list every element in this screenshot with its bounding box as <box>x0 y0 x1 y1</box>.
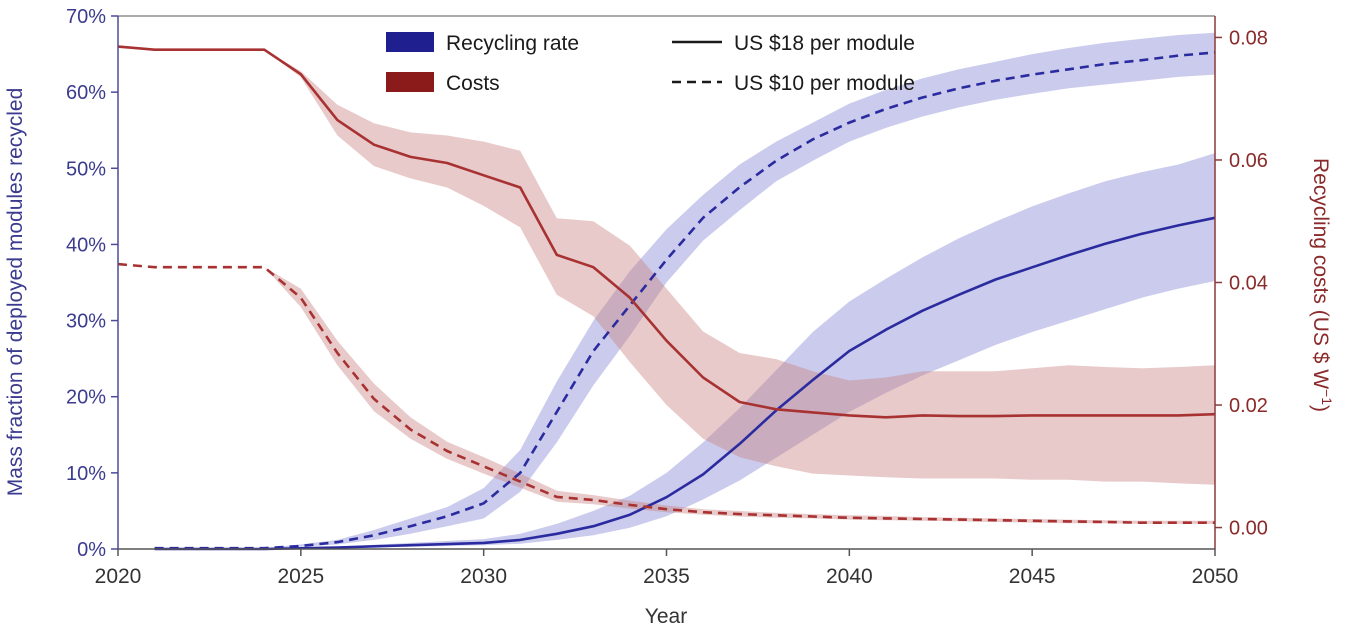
x-tick-label: 2045 <box>1009 565 1056 588</box>
y-left-tick-label: 70% <box>66 6 106 28</box>
legend-label-us10: US $10 per module <box>734 72 915 95</box>
series-lines <box>117 45 1216 551</box>
line-costs-us18 <box>117 45 1216 419</box>
x-ticks: 2020 2025 2030 2035 2040 2045 2050 <box>95 549 1239 588</box>
y-right-tick-label: 0.08 <box>1229 27 1268 49</box>
axes: 2020 2025 2030 2035 2040 2045 2050 0% 10% 20% 30%… <box>66 6 1268 588</box>
y-left-tick-label: 60% <box>66 82 106 104</box>
y-right-tick-label: 0.06 <box>1229 150 1268 172</box>
y-left-tick-label: 40% <box>66 234 106 256</box>
x-axis-title: Year <box>645 605 687 628</box>
line-recycling-rate-us10 <box>154 51 1216 550</box>
y-left-tick-label: 20% <box>66 387 106 409</box>
y-left-ticks: 0% 10% 20% 30% 40% 50% 60% 70% <box>66 6 118 561</box>
legend-label-costs: Costs <box>446 72 500 95</box>
y-right-title-close: ) <box>1309 405 1332 412</box>
legend-swatch-costs <box>386 72 434 92</box>
y-right-tick-label: 0.04 <box>1229 273 1268 295</box>
legend-label-us18: US $18 per module <box>734 32 915 55</box>
y-right-title-main: Recycling costs (US $ W <box>1309 158 1332 389</box>
legend-swatch-recycling-rate <box>386 32 434 52</box>
line-costs-us10 <box>117 262 1215 525</box>
band-recycling-rate-us18 <box>154 153 1216 549</box>
legend-label-recycling-rate: Recycling rate <box>446 32 579 55</box>
y-right-tick-label: 0.00 <box>1229 518 1268 540</box>
y-right-tick-label: 0.02 <box>1229 395 1268 417</box>
y-left-tick-label: 0% <box>77 539 106 561</box>
y-left-tick-label: 50% <box>66 158 106 180</box>
y-left-axis-title: Mass fraction of deployed modules recycl… <box>4 88 27 497</box>
band-costs-us18 <box>118 46 1215 485</box>
y-left-tick-label: 10% <box>66 463 106 485</box>
y-right-ticks: 0.00 0.02 0.04 0.06 0.08 <box>1215 27 1268 540</box>
x-tick-label: 2035 <box>643 565 690 588</box>
uncertainty-bands <box>118 32 1216 549</box>
y-left-tick-label: 30% <box>66 311 106 333</box>
legend: Recycling rate US $18 per module Costs U… <box>386 32 915 95</box>
y-right-axis-title: Recycling costs (US $ W−1) <box>1309 158 1335 412</box>
x-tick-label: 2050 <box>1192 565 1239 588</box>
x-tick-label: 2025 <box>277 565 324 588</box>
x-tick-label: 2040 <box>826 565 873 588</box>
x-tick-label: 2020 <box>95 565 142 588</box>
y-right-title-superscript: −1 <box>1319 389 1335 405</box>
x-tick-label: 2030 <box>460 565 507 588</box>
